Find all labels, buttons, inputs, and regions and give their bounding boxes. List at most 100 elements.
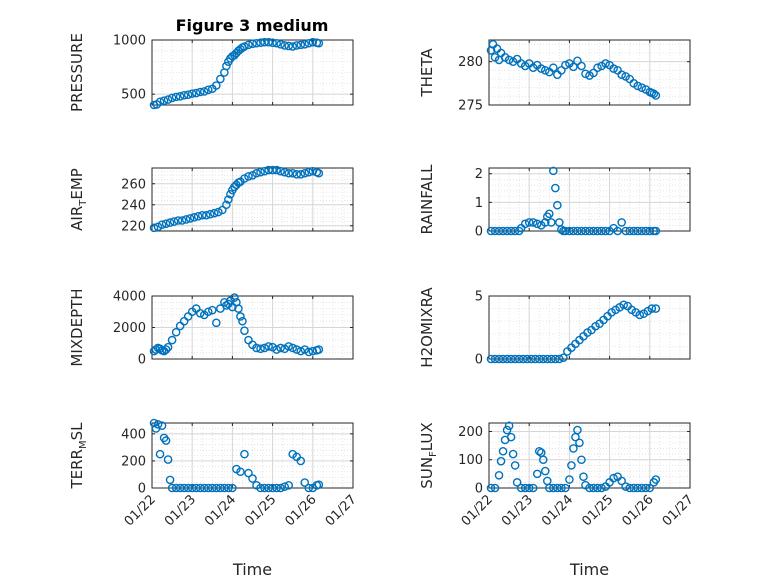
data-point <box>280 482 289 491</box>
data-point <box>272 165 281 175</box>
data-point <box>149 418 159 428</box>
y-axis-label: TERRMSL <box>68 422 89 490</box>
x-axis-label: Time <box>232 560 272 579</box>
data-point <box>236 312 245 321</box>
data-point <box>617 476 626 486</box>
data-point <box>625 226 635 236</box>
data-point <box>155 449 165 459</box>
x-tick-label: 01/24 <box>539 492 576 529</box>
data-point <box>520 219 530 229</box>
data-point <box>179 90 189 100</box>
data-point <box>573 425 582 435</box>
data-point <box>524 218 534 227</box>
x-tick-label: 01/26 <box>283 492 320 529</box>
data-point <box>613 226 622 236</box>
data-point <box>565 226 574 236</box>
data-point <box>520 483 530 493</box>
data-point <box>276 40 285 49</box>
data-point <box>165 218 175 227</box>
data-point <box>641 226 651 236</box>
data-point <box>191 88 201 98</box>
data-point <box>300 168 310 178</box>
subplot-terr-msl: 0 200 400 01/22 01/23 01/24 01/25 01/26 01/27 Tim… <box>68 418 360 579</box>
data-point <box>577 455 586 465</box>
data-point <box>553 70 562 79</box>
data-point <box>212 81 221 90</box>
data-point <box>621 226 630 236</box>
x-tick-label: 01/25 <box>242 492 279 529</box>
data-point <box>288 168 298 178</box>
data-point <box>304 38 314 48</box>
data-point <box>542 354 552 364</box>
data-point <box>637 83 647 92</box>
data-point <box>518 354 528 364</box>
data-point <box>506 354 516 364</box>
data-point <box>276 343 285 353</box>
data-point <box>240 326 249 335</box>
data-point <box>171 483 181 493</box>
y-axis-label: PRESSURE <box>68 33 86 112</box>
data-point <box>244 172 253 181</box>
data-point <box>187 483 197 493</box>
data-point <box>308 37 318 47</box>
data-point <box>589 483 598 493</box>
x-tick-label: 01/25 <box>579 492 616 529</box>
data-point <box>159 96 169 105</box>
data-point <box>224 195 233 204</box>
data-point <box>161 219 171 228</box>
data-point <box>633 226 643 236</box>
data-point <box>296 40 306 50</box>
data-point <box>573 56 582 66</box>
data-point <box>288 42 298 51</box>
y-tick-label: 240 <box>121 198 146 213</box>
data-point <box>171 327 181 337</box>
data-point <box>540 218 550 227</box>
data-point <box>651 475 661 484</box>
y-axis-label: MIXDEPTH <box>68 288 86 366</box>
y-tick-label: 2000 <box>113 321 146 336</box>
data-point <box>203 85 213 95</box>
y-tick-label: 0 <box>475 353 483 368</box>
y-tick-label: 220 <box>121 219 146 234</box>
data-point <box>547 354 556 364</box>
data-point <box>559 353 568 363</box>
data-point <box>304 167 314 177</box>
data-point <box>609 64 618 73</box>
data-point <box>163 455 173 464</box>
data-point <box>532 469 542 479</box>
subplot-sun-flux: 0 100 200 01/22 01/23 01/24 01/25 01/26 01/27 Tim… <box>418 421 697 579</box>
data-point <box>532 219 542 229</box>
subplot-mixdepth: 0 2000 4000 MIXDEPTH <box>68 288 354 368</box>
data-point <box>234 304 243 313</box>
data-point <box>183 483 193 493</box>
data-point <box>226 189 235 199</box>
data-point <box>236 467 245 477</box>
data-point <box>292 41 302 50</box>
data-point <box>300 40 310 49</box>
data-point <box>496 456 506 466</box>
data-point <box>260 483 269 493</box>
data-point <box>175 92 185 101</box>
data-point <box>585 483 594 493</box>
axes-box <box>488 295 691 360</box>
data-point <box>498 226 508 236</box>
data-point <box>536 448 546 457</box>
data-point <box>179 316 189 326</box>
data-point <box>549 63 558 73</box>
data-point <box>195 483 205 493</box>
data-point <box>551 354 560 364</box>
data-point <box>268 38 277 48</box>
data-point <box>647 304 657 313</box>
x-tick-label: 01/27 <box>660 492 697 529</box>
y-tick-label: 2 <box>475 167 483 182</box>
data-point <box>167 93 177 103</box>
data-point <box>195 309 205 318</box>
y-tick-label: 4000 <box>113 290 146 305</box>
data-point <box>163 342 173 352</box>
data-point <box>502 354 512 364</box>
data-point <box>621 482 630 491</box>
data-point <box>649 89 659 99</box>
axes-box <box>488 39 691 106</box>
data-point <box>637 483 647 493</box>
y-tick-label: 5 <box>475 290 483 305</box>
